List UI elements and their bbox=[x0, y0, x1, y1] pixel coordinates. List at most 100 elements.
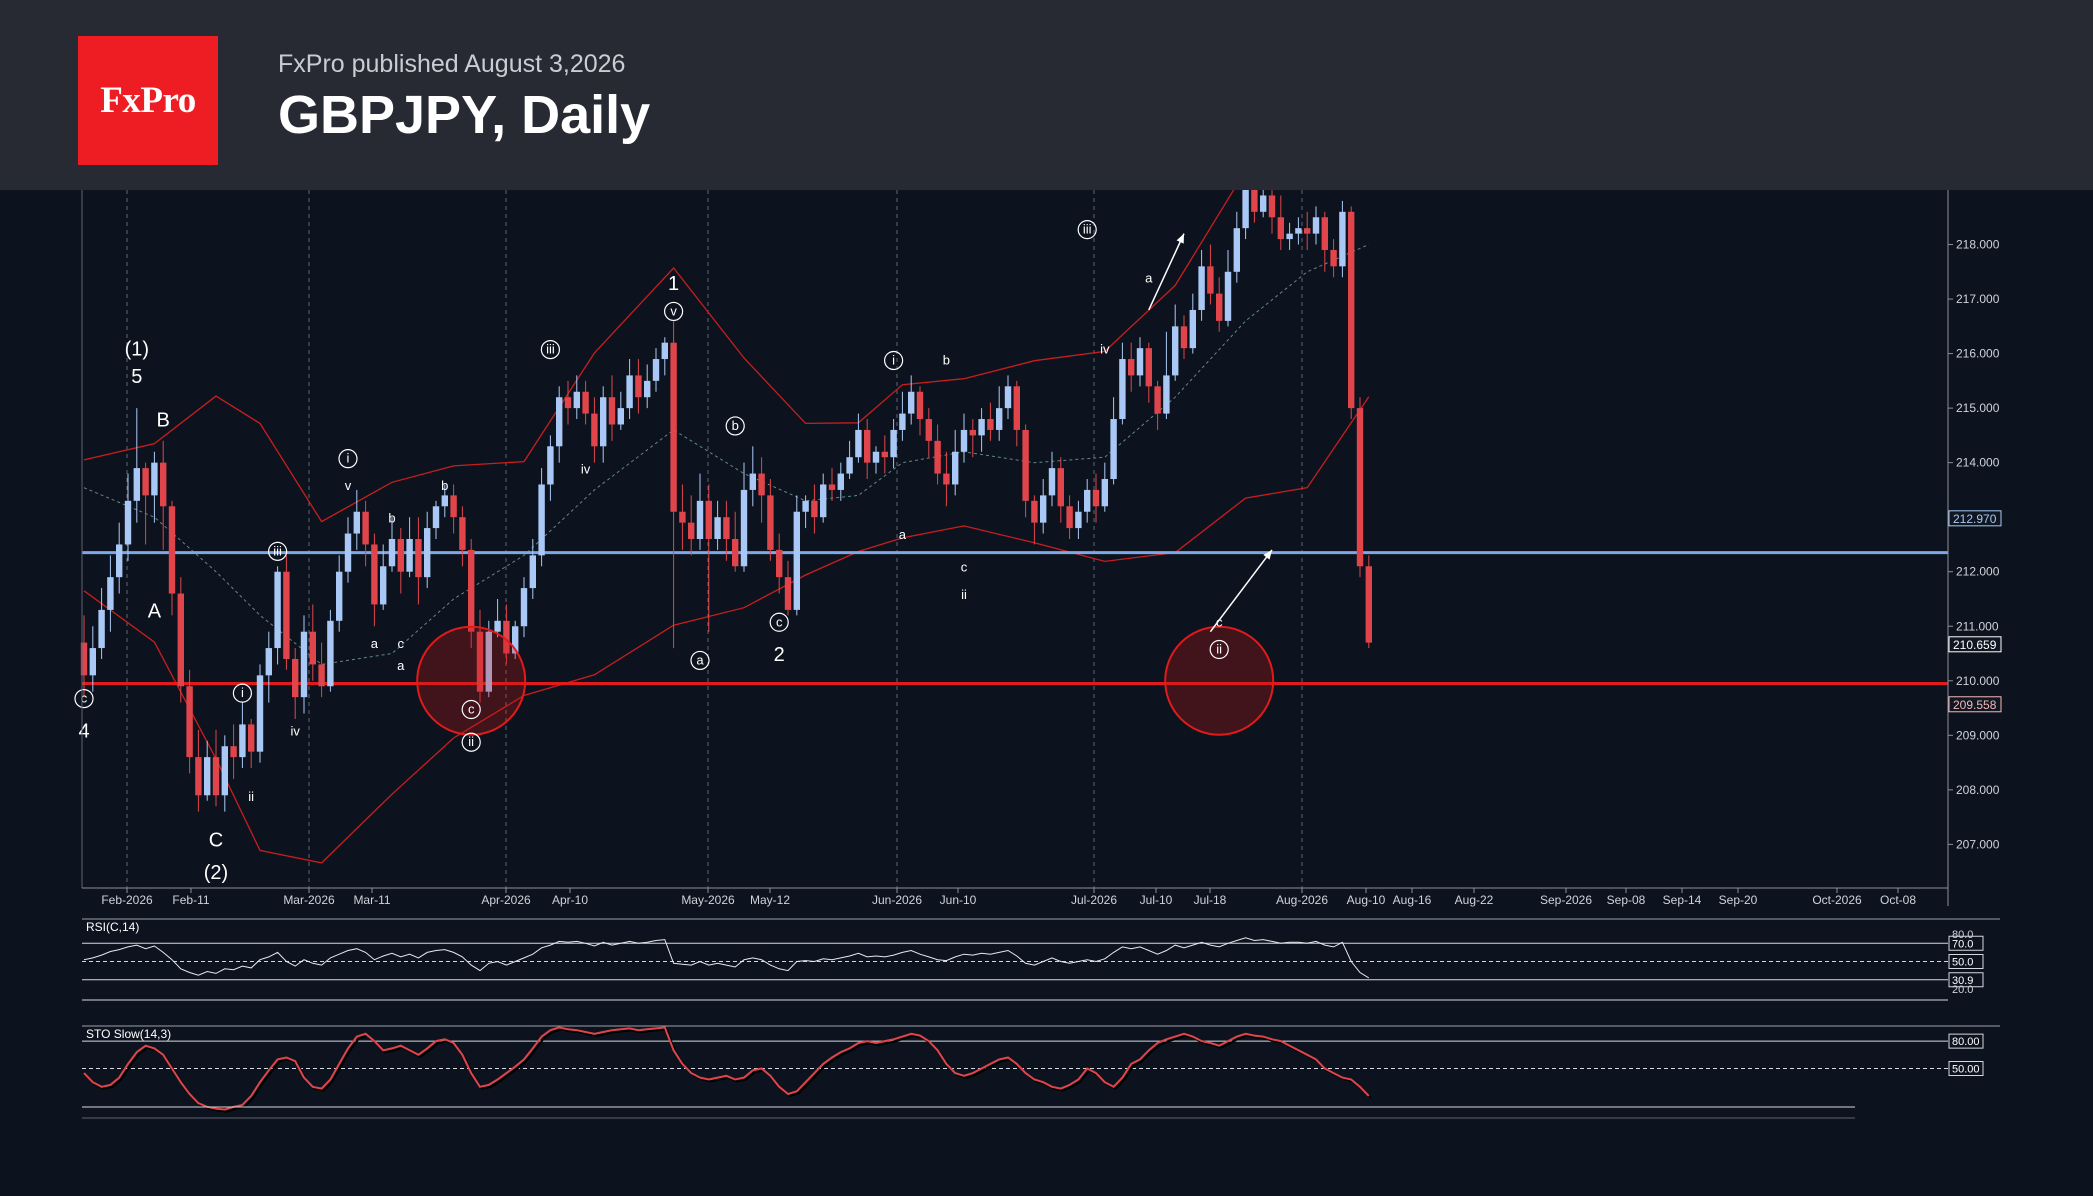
candle-body bbox=[248, 724, 255, 752]
price-badge-label: 212.970 bbox=[1953, 512, 1997, 526]
candle-body bbox=[846, 457, 853, 474]
wave-label: ii bbox=[961, 587, 967, 602]
candle-body bbox=[1339, 211, 1346, 267]
chart-area: (1)5BAC(2)c4iiiiiiivivabcabciiiiiiv1vabc… bbox=[74, 190, 2002, 1119]
candle-body bbox=[1040, 495, 1047, 523]
candle-body bbox=[1180, 326, 1188, 349]
price-badge bbox=[1948, 696, 2002, 713]
candle-body bbox=[168, 506, 176, 594]
wave-label-circle bbox=[883, 350, 904, 371]
candle-body bbox=[353, 511, 360, 534]
candle-body bbox=[776, 549, 783, 578]
y-tick-label: 217.000 bbox=[1956, 292, 2000, 306]
wave-label: iv bbox=[291, 723, 301, 738]
candle-body bbox=[336, 571, 343, 621]
wave-label-circle bbox=[268, 541, 288, 561]
candle-body bbox=[459, 517, 466, 550]
wave-label: a bbox=[371, 636, 379, 651]
candle-body bbox=[652, 359, 660, 381]
candle-body bbox=[749, 473, 756, 490]
candle-body bbox=[740, 489, 748, 567]
candle-body bbox=[564, 397, 572, 409]
candle-body bbox=[432, 506, 440, 529]
candle-body bbox=[1365, 566, 1372, 643]
candle-body bbox=[1189, 309, 1196, 349]
candle-body bbox=[1110, 419, 1117, 480]
rsi-tick-label: 80.0 bbox=[1952, 929, 1973, 941]
candle-body bbox=[1075, 511, 1082, 529]
candle-body bbox=[309, 631, 316, 665]
x-tick-label: Feb-11 bbox=[172, 893, 209, 907]
candle-body bbox=[1136, 348, 1144, 376]
candle-body bbox=[274, 571, 281, 649]
sto-level-label: 50.00 bbox=[1952, 1064, 1980, 1076]
wave-label: v bbox=[345, 478, 352, 493]
wave-label-circle bbox=[540, 339, 561, 360]
candle-body bbox=[987, 419, 994, 430]
candle-body bbox=[978, 419, 985, 436]
x-tick-label: May-2026 bbox=[681, 893, 735, 907]
wave-label: c bbox=[776, 614, 783, 629]
candle-body bbox=[204, 757, 211, 796]
x-tick-label: Oct-08 bbox=[1880, 893, 1916, 907]
wave-label: iv bbox=[1100, 342, 1110, 357]
candle-body bbox=[908, 391, 915, 414]
candle-body bbox=[556, 397, 563, 447]
candle-body bbox=[1216, 293, 1223, 321]
header-bar: FxPro FxPro published August 3,2026 GBPJ… bbox=[0, 0, 2093, 190]
wave-label: c bbox=[961, 560, 968, 575]
candle-body bbox=[837, 473, 844, 490]
wave-label-circle bbox=[232, 683, 252, 703]
candle-body bbox=[441, 495, 448, 507]
candle-body bbox=[1356, 408, 1364, 567]
rsi-level-label: 30.9 bbox=[1952, 975, 1973, 987]
wave-label: iii bbox=[1083, 222, 1092, 237]
candle-body bbox=[212, 757, 220, 796]
candle-body bbox=[1004, 386, 1012, 409]
candle-body bbox=[1286, 233, 1293, 240]
wave-label-circle bbox=[461, 699, 481, 720]
candle-body bbox=[644, 380, 651, 398]
wave-label: ii bbox=[1216, 642, 1222, 657]
y-tick-label: 210.000 bbox=[1956, 674, 2000, 688]
wave-label: b bbox=[1198, 190, 1205, 193]
y-tick-label: 207.000 bbox=[1956, 837, 2000, 851]
candle-body bbox=[239, 724, 246, 758]
rsi-panel: RSI(C,14) 70.0 50.0 30.9 80.0 20.0 bbox=[82, 918, 2000, 1001]
wave-label: iv bbox=[581, 462, 591, 477]
candle-body bbox=[1172, 326, 1179, 376]
candle-body bbox=[899, 413, 906, 430]
candle-body bbox=[811, 500, 818, 518]
candle-body bbox=[468, 549, 475, 632]
candle-body bbox=[116, 544, 123, 578]
rsi-level-label: 50.0 bbox=[1952, 957, 1973, 969]
x-tick-label: Sep-2026 bbox=[1540, 893, 1592, 907]
rsi-level-label: 70.0 bbox=[1952, 938, 1973, 950]
candle-body bbox=[362, 511, 369, 545]
wave-label: C bbox=[209, 829, 223, 851]
candle-body bbox=[802, 500, 809, 512]
candle-body bbox=[1048, 468, 1056, 496]
candle-body bbox=[476, 631, 484, 692]
y-tick-label: 209.000 bbox=[1956, 728, 2000, 742]
candle-body bbox=[1321, 217, 1328, 250]
candle-body bbox=[230, 746, 237, 758]
sto-signal-line bbox=[85, 1028, 1372, 1113]
highlight-circle bbox=[1164, 625, 1275, 736]
candle-body bbox=[1163, 375, 1170, 414]
candle-body bbox=[696, 500, 704, 539]
candle-body bbox=[177, 593, 184, 687]
wave-annotations: (1)5BAC(2)c4iiiiiiivivabcabciiiiiiv1vabc… bbox=[74, 190, 1275, 884]
candle-body bbox=[265, 648, 272, 676]
candle-body bbox=[1119, 359, 1126, 420]
rsi-level-box bbox=[1948, 972, 1984, 988]
candle-body bbox=[723, 517, 730, 539]
wave-label: c bbox=[1216, 614, 1223, 629]
candle-body bbox=[969, 429, 976, 436]
y-tick-label: 216.000 bbox=[1956, 347, 2000, 361]
wave-label-circle bbox=[1209, 639, 1229, 660]
candle-body bbox=[450, 495, 457, 518]
candle-body bbox=[1101, 479, 1108, 507]
sto-level-label: 80.00 bbox=[1952, 1036, 1980, 1048]
candle-body bbox=[388, 539, 396, 567]
